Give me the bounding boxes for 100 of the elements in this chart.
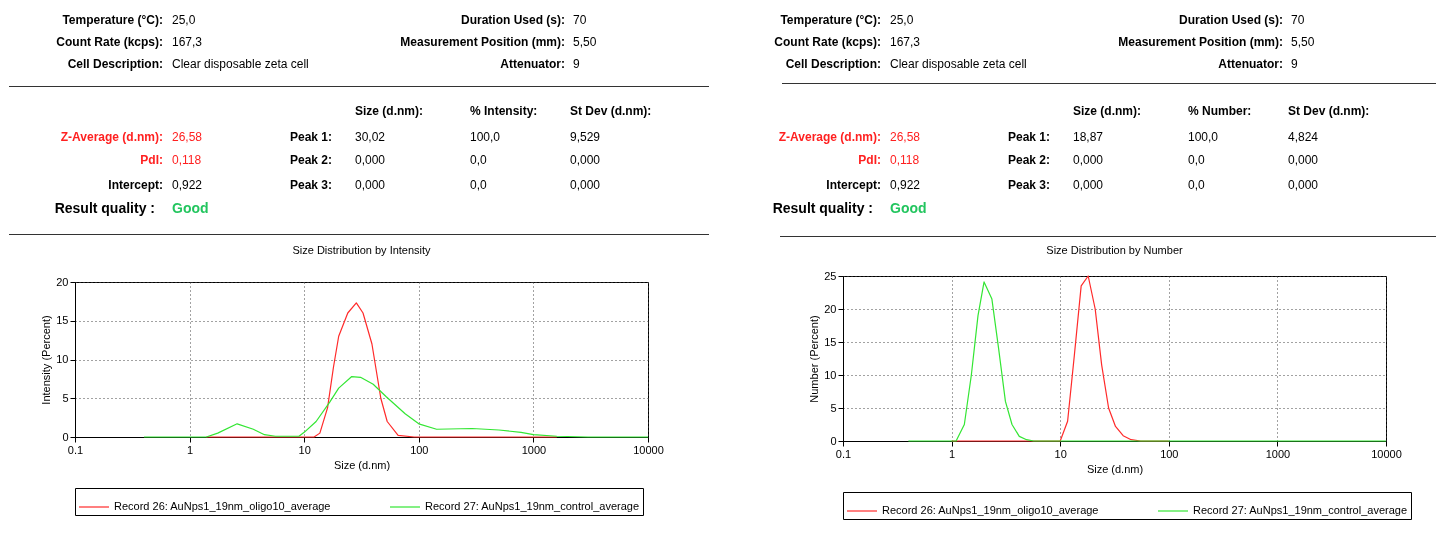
legend-label: Record 27: AuNps1_19nm_control_average [1193, 504, 1408, 516]
text: Duration Used (s): [460, 13, 565, 27]
x-tick-label: 10 [298, 443, 311, 456]
text: 0,0 [1188, 153, 1206, 167]
text: Measurement Position (mm): [1118, 35, 1283, 49]
text: 70 [1291, 13, 1305, 27]
text: 0,000 [355, 153, 386, 167]
text: St Dev (d.nm): [1288, 104, 1370, 118]
text: PdI: [858, 153, 881, 167]
text: Clear disposable zeta cell [890, 57, 1027, 71]
text: 70 [573, 13, 587, 27]
y-tick-label: 0 [830, 434, 837, 447]
text: 0,000 [355, 178, 386, 192]
text: 100,0 [1188, 130, 1219, 144]
text: 0,0 [470, 153, 488, 167]
text: Temperature (°C): [62, 13, 163, 27]
text: 0,000 [570, 178, 601, 192]
text: 100,0 [470, 130, 501, 144]
text: 9 [573, 57, 580, 71]
text: Peak 1: [1007, 130, 1050, 144]
text: 0,000 [1073, 178, 1104, 192]
text: Good [172, 200, 209, 216]
text: Peak 2: [1007, 153, 1050, 167]
text: Count Rate (kcps): [774, 35, 881, 49]
y-tick-label: 20 [824, 302, 837, 315]
text: 0,922 [890, 178, 921, 192]
text: Cell Description: [785, 57, 881, 71]
text: Result quality : [54, 200, 155, 216]
legend-label: Record 26: AuNps1_19nm_oligo10_average [114, 500, 331, 512]
text: PdI: [140, 153, 163, 167]
y-tick-label: 25 [824, 269, 837, 282]
text: Peak 1: [289, 130, 332, 144]
text: 167,3 [172, 35, 203, 49]
text: 26,58 [890, 130, 921, 144]
y-axis-title: Number (Percent) [808, 315, 821, 403]
text: 5,50 [1291, 35, 1315, 49]
text: Attenuator: [1218, 57, 1283, 71]
text: Z-Average (d.nm): [60, 130, 163, 144]
text: St Dev (d.nm): [570, 104, 652, 118]
y-tick-label: 10 [824, 368, 837, 381]
x-tick-label: 100 [410, 443, 429, 456]
text: Count Rate (kcps): [56, 35, 163, 49]
text: 26,58 [172, 130, 203, 144]
text: Size (d.nm): [1073, 104, 1141, 118]
text: 0,0 [470, 178, 488, 192]
x-axis-title: Size (d.nm) [333, 458, 391, 471]
legend-label: Record 26: AuNps1_19nm_oligo10_average [882, 504, 1099, 516]
text: 5,50 [573, 35, 597, 49]
text: 0,118 [890, 153, 920, 167]
x-tick-label: 10 [1054, 447, 1067, 460]
y-tick-label: 15 [56, 314, 69, 327]
x-tick-label: 0.1 [835, 447, 852, 460]
text: 9 [1291, 57, 1298, 71]
chart-title: Size Distribution by Intensity [292, 244, 432, 256]
x-tick-label: 100 [1160, 447, 1179, 460]
text: Size (d.nm): [355, 104, 423, 118]
y-tick-label: 20 [56, 275, 69, 288]
text: Attenuator: [500, 57, 565, 71]
chart-title: Size Distribution by Number [1046, 244, 1183, 256]
text: Result quality : [772, 200, 873, 216]
x-tick-label: 1 [949, 447, 956, 460]
text: 4,824 [1288, 130, 1319, 144]
text: Temperature (°C): [780, 13, 881, 27]
y-tick-label: 0 [62, 430, 69, 443]
text: Good [890, 200, 927, 216]
x-axis-title: Size (d.nm) [1086, 462, 1144, 475]
x-tick-label: 10000 [1371, 447, 1402, 460]
text: 30,02 [355, 130, 386, 144]
text: 9,529 [570, 130, 601, 144]
text: Peak 2: [289, 153, 332, 167]
y-axis-title: Intensity (Percent) [40, 315, 53, 405]
text: 0,118 [172, 153, 202, 167]
text: 0,000 [570, 153, 601, 167]
y-tick-label: 5 [62, 391, 69, 404]
x-tick-label: 1000 [521, 443, 547, 456]
x-tick-label: 1000 [1265, 447, 1291, 460]
text: Peak 3: [289, 178, 332, 192]
x-tick-label: 1 [187, 443, 194, 456]
y-tick-label: 5 [830, 401, 837, 414]
x-tick-label: 10000 [633, 443, 664, 456]
text: Intercept: [108, 178, 163, 192]
text: Intercept: [826, 178, 881, 192]
text: % Intensity: [470, 104, 538, 118]
text: 167,3 [890, 35, 921, 49]
text: Cell Description: [67, 57, 163, 71]
text: 25,0 [172, 13, 196, 27]
text: 0,922 [172, 178, 203, 192]
text: Duration Used (s): [1178, 13, 1283, 27]
text: 25,0 [890, 13, 914, 27]
legend-label: Record 27: AuNps1_19nm_control_average [425, 500, 640, 512]
text: Peak 3: [1007, 178, 1050, 192]
text: 18,87 [1073, 130, 1104, 144]
text: % Number: [1188, 104, 1252, 118]
y-tick-label: 15 [824, 335, 837, 348]
text: 0,0 [1188, 178, 1206, 192]
text: Z-Average (d.nm): [778, 130, 881, 144]
text: 0,000 [1073, 153, 1104, 167]
text: Measurement Position (mm): [400, 35, 565, 49]
text: 0,000 [1288, 178, 1319, 192]
text: Clear disposable zeta cell [172, 57, 309, 71]
